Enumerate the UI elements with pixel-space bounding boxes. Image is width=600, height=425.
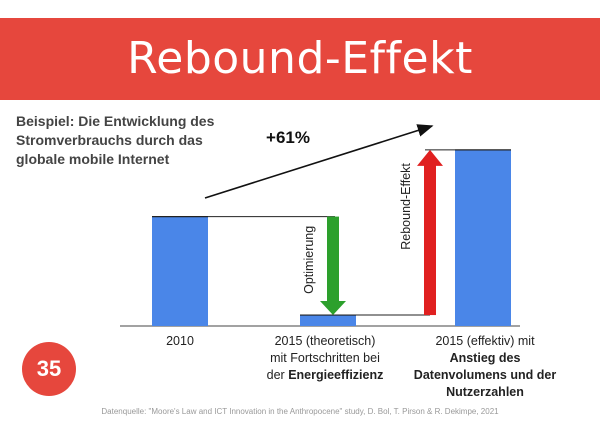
rebound-arrow-head [417, 149, 443, 166]
subtitle-line: globale mobile Internet [16, 151, 170, 167]
x-tick-line: der Energieeffizienz [250, 367, 400, 384]
bar-1 [300, 315, 356, 326]
x-tick-line-bold: Anstieg des [449, 351, 521, 365]
x-tick-line-bold: Nutzerzahlen [446, 385, 524, 399]
x-tick-line: 2010 [166, 334, 194, 348]
bar-0 [152, 216, 208, 326]
rebound-label: Rebound-Effekt [399, 163, 413, 250]
growth-trend-arrow [204, 124, 434, 199]
subtitle-line: Stromverbrauchs durch das [16, 132, 203, 148]
page-title: Rebound-Effekt [127, 33, 473, 84]
x-tick-line: 2015 (theoretisch) [274, 334, 376, 348]
subtitle-line: Beispiel: Die Entwicklung des [16, 113, 215, 129]
chart-subtitle: Beispiel: Die Entwicklung des Stromverbr… [16, 112, 266, 169]
x-tick-label-2010: 2010 [120, 333, 240, 350]
bar-2 [455, 149, 511, 326]
x-tick-line-bold: Energieeffizienz [288, 368, 384, 382]
x-tick-line: mit Fortschritten bei [270, 351, 380, 365]
x-tick-label-2015-effektiv: 2015 (effektiv) mit Anstieg des Datenvol… [405, 333, 565, 401]
growth-percent-label: +61% [266, 128, 310, 147]
rebound-arrow-shaft [424, 163, 436, 316]
optimization-arrow-head [320, 301, 346, 316]
x-tick-label-2015-theoretisch: 2015 (theoretisch) mit Fortschritten bei… [250, 333, 400, 384]
optimization-label: Optimierung [302, 226, 316, 294]
x-tick-line-prefix: der [266, 368, 289, 382]
slide-number-badge: 35 [22, 342, 76, 396]
source-note: Datenquelle: "Moore's Law and ICT Innova… [101, 407, 499, 416]
optimization-arrow-shaft [327, 216, 339, 304]
title-band [0, 18, 600, 100]
x-tick-line-bold: Datenvolumens und der [413, 368, 557, 382]
x-tick-line: 2015 (effektiv) mit [435, 334, 535, 348]
